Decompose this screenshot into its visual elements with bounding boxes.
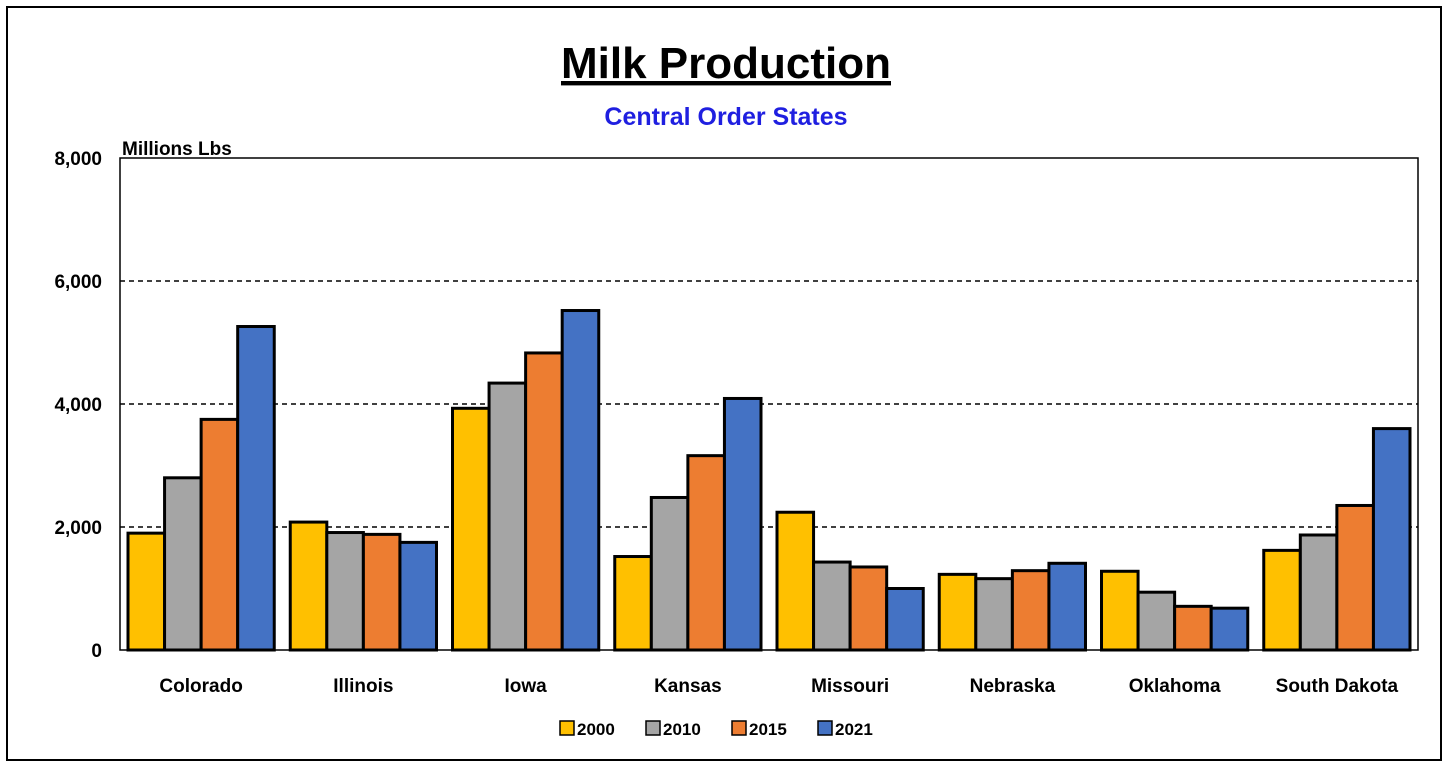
bar-oklahoma-2000 [1100,569,1140,652]
chart-frame: Milk Production Central Order States Mil… [6,6,1442,761]
bars [126,309,1412,652]
bar-south-dakota-2021 [1371,427,1412,652]
plot-area-border [119,157,1419,651]
bar-oklahoma-2010 [1136,590,1177,652]
bar-colorado-2021 [236,325,276,652]
y-tick-label: 2,000 [54,518,102,539]
bar-south-dakota-2000 [1262,548,1302,652]
bar-south-dakota-2010 [1298,533,1339,652]
bar-nebraska-2010 [974,577,1014,652]
y-tick-label: 0 [91,641,102,662]
legend: 2000 2010 2015 2021 [559,720,873,739]
x-category-label: Illinois [333,676,393,697]
milk-production-chart: Milk Production Central Order States Mil… [54,39,1419,739]
legend-swatch-2015 [731,720,747,736]
bar-missouri-2015 [848,565,889,652]
bar-illinois-2010 [325,531,365,652]
bar-illinois-2021 [398,540,438,652]
bar-kansas-2015 [686,454,726,652]
bar-kansas-2000 [613,555,653,652]
chart-subtitle: Central Order States [604,103,847,131]
bar-iowa-2000 [451,406,491,652]
y-tick-labels: 0 2,000 4,000 6,000 8,000 [54,149,102,662]
legend-swatch-2010 [645,720,661,736]
chart-title: Milk Production [561,39,891,88]
y-tick-label: 6,000 [54,272,102,293]
bar-oklahoma-2015 [1173,604,1213,652]
bar-missouri-2021 [885,587,925,652]
gridlines [120,280,1418,528]
bar-colorado-2010 [163,476,203,652]
legend-swatch-2021 [817,720,833,736]
bar-nebraska-2015 [1010,569,1051,652]
bar-iowa-2021 [560,309,601,652]
bar-missouri-2000 [775,510,816,652]
bar-oklahoma-2021 [1209,606,1250,652]
bar-kansas-2010 [649,495,690,652]
bar-illinois-2015 [361,532,402,652]
y-tick-label: 8,000 [54,149,102,170]
bar-nebraska-2021 [1047,561,1087,652]
legend-label-2010: 2010 [663,720,701,739]
x-category-label: Missouri [811,676,889,697]
x-category-label: Colorado [159,676,242,697]
legend-label-2015: 2015 [749,720,787,739]
legend-swatch-2000 [559,720,575,736]
bar-colorado-2000 [126,531,167,652]
x-category-label: Iowa [505,676,548,697]
bar-missouri-2010 [812,560,852,652]
x-category-label: Kansas [654,676,722,697]
y-axis-unit-label: Millions Lbs [122,139,232,160]
bar-kansas-2021 [722,396,763,652]
axes [119,157,1419,651]
legend-label-2000: 2000 [577,720,615,739]
y-tick-label: 4,000 [54,395,102,416]
x-category-labels: Colorado Illinois Iowa Kansas Missouri Nebras… [159,676,1398,697]
bar-iowa-2010 [487,381,528,652]
x-category-label: South Dakota [1276,676,1399,697]
bar-nebraska-2000 [937,572,978,652]
bar-colorado-2015 [199,417,240,652]
legend-label-2021: 2021 [835,720,873,739]
bar-iowa-2015 [524,351,564,652]
x-category-label: Oklahoma [1129,676,1221,697]
bar-illinois-2000 [288,520,329,652]
bar-south-dakota-2015 [1335,503,1375,652]
x-category-label: Nebraska [970,676,1056,697]
